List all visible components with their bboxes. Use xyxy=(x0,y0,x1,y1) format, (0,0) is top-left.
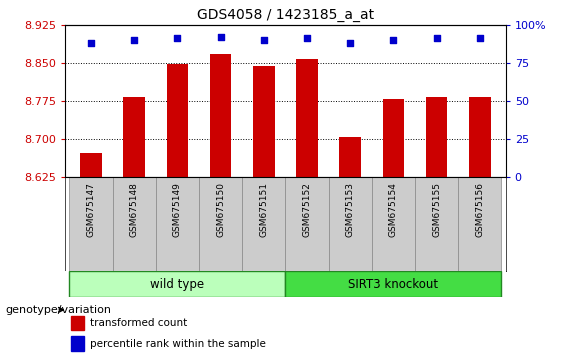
Bar xyxy=(210,54,231,177)
Bar xyxy=(328,177,372,271)
Bar xyxy=(123,97,145,177)
Bar xyxy=(296,59,318,177)
Text: GSM675152: GSM675152 xyxy=(302,182,311,236)
Bar xyxy=(458,177,501,271)
Point xyxy=(346,40,355,46)
Point xyxy=(86,40,95,46)
Text: transformed count: transformed count xyxy=(90,318,187,328)
Text: GSM675156: GSM675156 xyxy=(475,182,484,237)
Point xyxy=(389,37,398,43)
Text: GSM675153: GSM675153 xyxy=(346,182,355,237)
Text: GSM675154: GSM675154 xyxy=(389,182,398,236)
Text: SIRT3 knockout: SIRT3 knockout xyxy=(348,278,438,291)
Point xyxy=(475,36,484,41)
Bar xyxy=(285,177,328,271)
Bar xyxy=(285,271,501,297)
Text: GSM675155: GSM675155 xyxy=(432,182,441,237)
Bar xyxy=(156,177,199,271)
Title: GDS4058 / 1423185_a_at: GDS4058 / 1423185_a_at xyxy=(197,8,374,22)
Bar xyxy=(199,177,242,271)
Point xyxy=(432,36,441,41)
Text: GSM675150: GSM675150 xyxy=(216,182,225,237)
Point xyxy=(173,36,182,41)
Point xyxy=(259,37,268,43)
Bar xyxy=(80,153,102,177)
Bar xyxy=(112,177,156,271)
Bar xyxy=(469,97,490,177)
Bar xyxy=(69,271,285,297)
Point xyxy=(216,34,225,40)
Bar xyxy=(71,316,84,330)
Bar xyxy=(253,67,275,177)
Text: GSM675149: GSM675149 xyxy=(173,182,182,236)
Text: wild type: wild type xyxy=(150,278,205,291)
Bar xyxy=(372,177,415,271)
Text: percentile rank within the sample: percentile rank within the sample xyxy=(90,338,266,349)
Text: GSM675151: GSM675151 xyxy=(259,182,268,237)
Bar xyxy=(69,177,112,271)
Point xyxy=(302,36,311,41)
Point xyxy=(129,37,138,43)
Bar xyxy=(426,97,447,177)
Bar xyxy=(383,99,404,177)
Text: genotype/variation: genotype/variation xyxy=(6,305,112,315)
Bar xyxy=(167,64,188,177)
Bar xyxy=(71,336,84,350)
Bar xyxy=(242,177,285,271)
Text: GSM675147: GSM675147 xyxy=(86,182,95,236)
Bar xyxy=(340,137,361,177)
Text: GSM675148: GSM675148 xyxy=(129,182,138,236)
Bar xyxy=(415,177,458,271)
